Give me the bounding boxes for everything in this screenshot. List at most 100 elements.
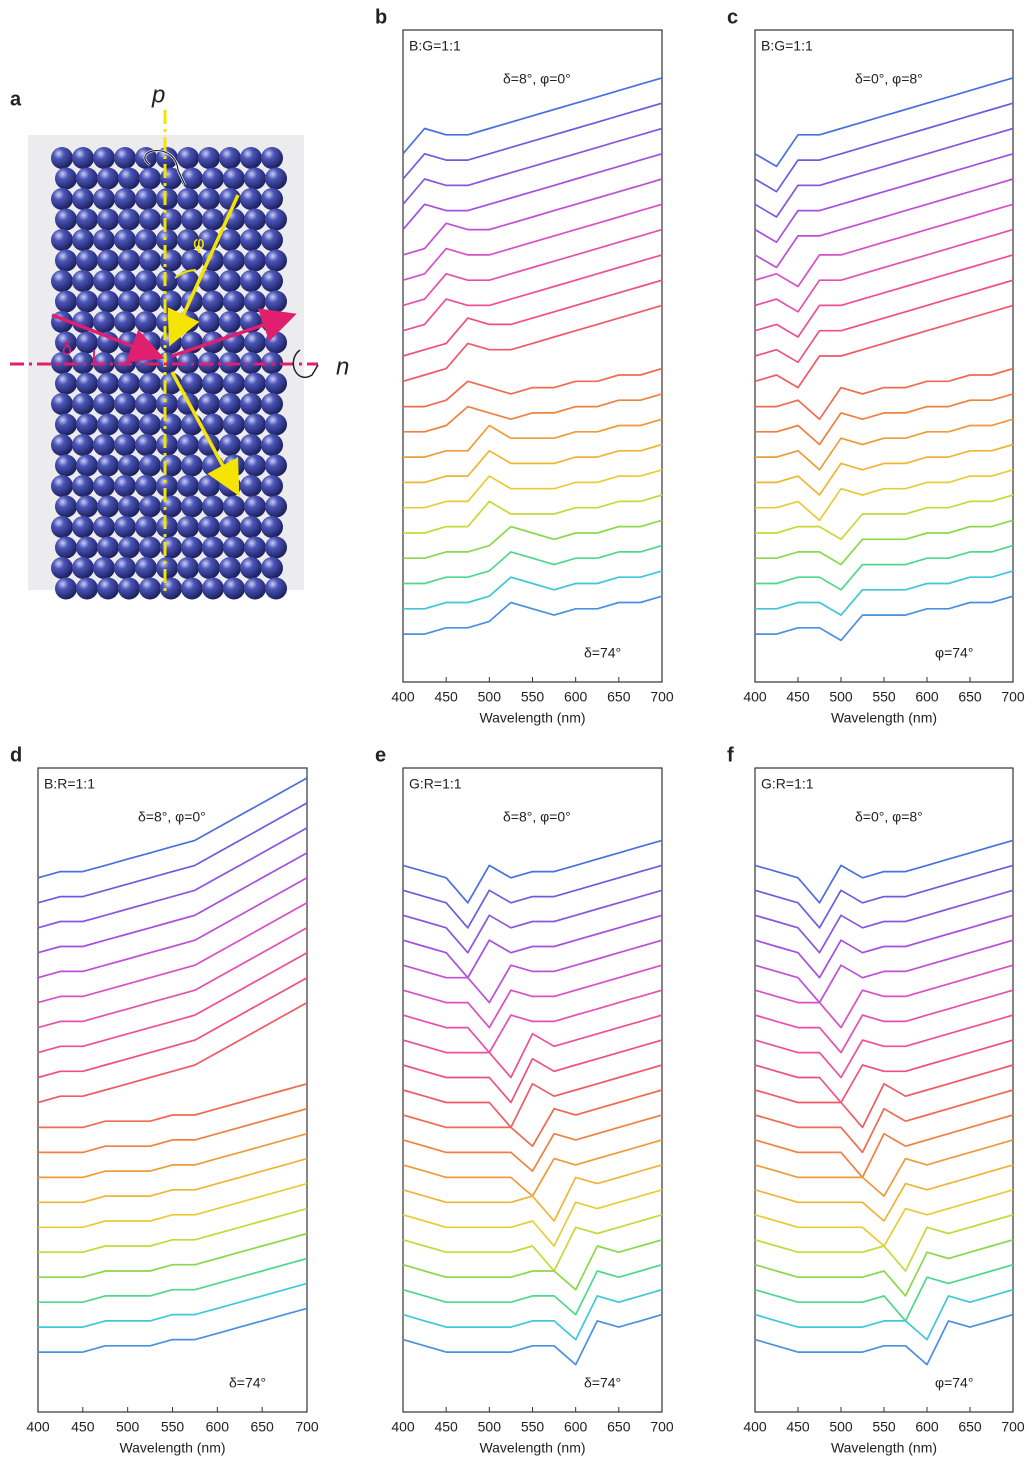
spectrum-line: [37, 927, 308, 1029]
sphere: [244, 577, 266, 600]
sphere: [114, 516, 136, 538]
sphere: [156, 311, 178, 333]
sphere: [223, 167, 245, 190]
annotation: δ=8°, φ=0°: [503, 71, 571, 87]
spectrum-line: [402, 1039, 663, 1104]
x-tick-label: 650: [607, 1419, 631, 1435]
sphere: [139, 413, 161, 436]
annotation: δ=74°: [584, 645, 621, 661]
sphere: [240, 188, 262, 210]
sphere: [177, 147, 199, 169]
spectrum-line: [754, 1164, 1014, 1222]
sphere: [118, 413, 140, 436]
sphere: [118, 495, 140, 518]
spectrum-line: [754, 279, 1014, 364]
sphere: [261, 270, 283, 292]
incident-arrow: [51, 313, 165, 363]
sphere: [240, 229, 262, 251]
annotation: δ=8°, φ=0°: [138, 809, 206, 825]
sphere: [51, 229, 73, 251]
sphere: [177, 516, 199, 538]
spectrum-line: [402, 1089, 663, 1148]
sphere: [160, 577, 182, 600]
spectrum-line: [402, 1213, 663, 1272]
sphere: [118, 249, 140, 272]
x-tick-label: 400: [26, 1419, 50, 1435]
spectrum-line: [402, 228, 663, 307]
spectrum-line: [402, 1288, 663, 1341]
x-tick-label: 650: [958, 689, 982, 705]
sphere: [265, 536, 287, 559]
sphere: [240, 557, 262, 579]
sphere: [223, 577, 245, 600]
sphere: [72, 188, 94, 210]
spectrum-line: [754, 1064, 1014, 1129]
sphere: [219, 557, 241, 579]
sphere: [219, 270, 241, 292]
annotation: G:R=1:1: [409, 776, 462, 792]
x-axis-label: Wavelength (nm): [119, 1440, 225, 1456]
sphere: [219, 434, 241, 456]
sphere: [265, 290, 287, 313]
spectrum-line: [402, 254, 663, 332]
sphere: [244, 454, 266, 477]
sphere: [114, 270, 136, 292]
sphere: [76, 331, 98, 354]
spectrum-line: [37, 951, 308, 1054]
sphere: [198, 516, 220, 538]
sphere: [156, 270, 178, 292]
spectrum-line: [37, 802, 308, 904]
spectrum-line: [402, 1114, 663, 1172]
panel-a: a p n φ δ: [10, 81, 349, 600]
sphere: [118, 290, 140, 313]
sphere: [97, 413, 119, 436]
x-tick-label: 700: [650, 689, 674, 705]
sphere: [202, 208, 224, 231]
sphere: [156, 434, 178, 456]
spectrum-line: [754, 914, 1014, 979]
panel-letter: c: [727, 6, 738, 28]
spectrum-line: [402, 127, 663, 205]
sphere: [244, 208, 266, 231]
spectrum-line: [402, 989, 663, 1054]
sphere: [118, 372, 140, 395]
sphere: [265, 167, 287, 190]
annotation: φ=74°: [935, 645, 973, 661]
sphere: [93, 188, 115, 210]
sphere: [156, 188, 178, 210]
sphere: [223, 413, 245, 436]
spectrum-line: [755, 519, 1014, 566]
sphere: [55, 454, 77, 477]
sphere: [265, 577, 287, 600]
sphere: [265, 454, 287, 477]
sphere: [219, 229, 241, 251]
sphere: [114, 311, 136, 333]
spectrum-line: [754, 889, 1014, 954]
sphere: [244, 249, 266, 272]
spectrum-line: [754, 1089, 1014, 1154]
x-tick-label: 600: [564, 689, 588, 705]
spectrum-line: [754, 1313, 1014, 1366]
spectrum-line: [402, 1064, 663, 1129]
spectrum-line: [37, 777, 308, 879]
sphere: [160, 495, 182, 518]
spectrum-line: [755, 544, 1014, 591]
sphere: [51, 188, 73, 210]
sphere: [181, 167, 203, 190]
sphere: [114, 147, 136, 169]
sphere: [51, 393, 73, 415]
spectrum-line: [402, 939, 663, 1004]
sphere: [76, 249, 98, 272]
spectrum-line: [403, 494, 663, 534]
sphere: [76, 208, 98, 231]
x-tick-label: 400: [743, 689, 767, 705]
sphere: [76, 413, 98, 436]
sphere: [198, 188, 220, 210]
spectrum-line: [754, 1188, 1014, 1247]
spectrum-line: [754, 1263, 1014, 1322]
spectrum-line: [37, 827, 308, 929]
sphere: [240, 270, 262, 292]
x-tick-label: 450: [434, 1419, 458, 1435]
angle-label: δ: [62, 339, 72, 359]
sphere: [118, 577, 140, 600]
